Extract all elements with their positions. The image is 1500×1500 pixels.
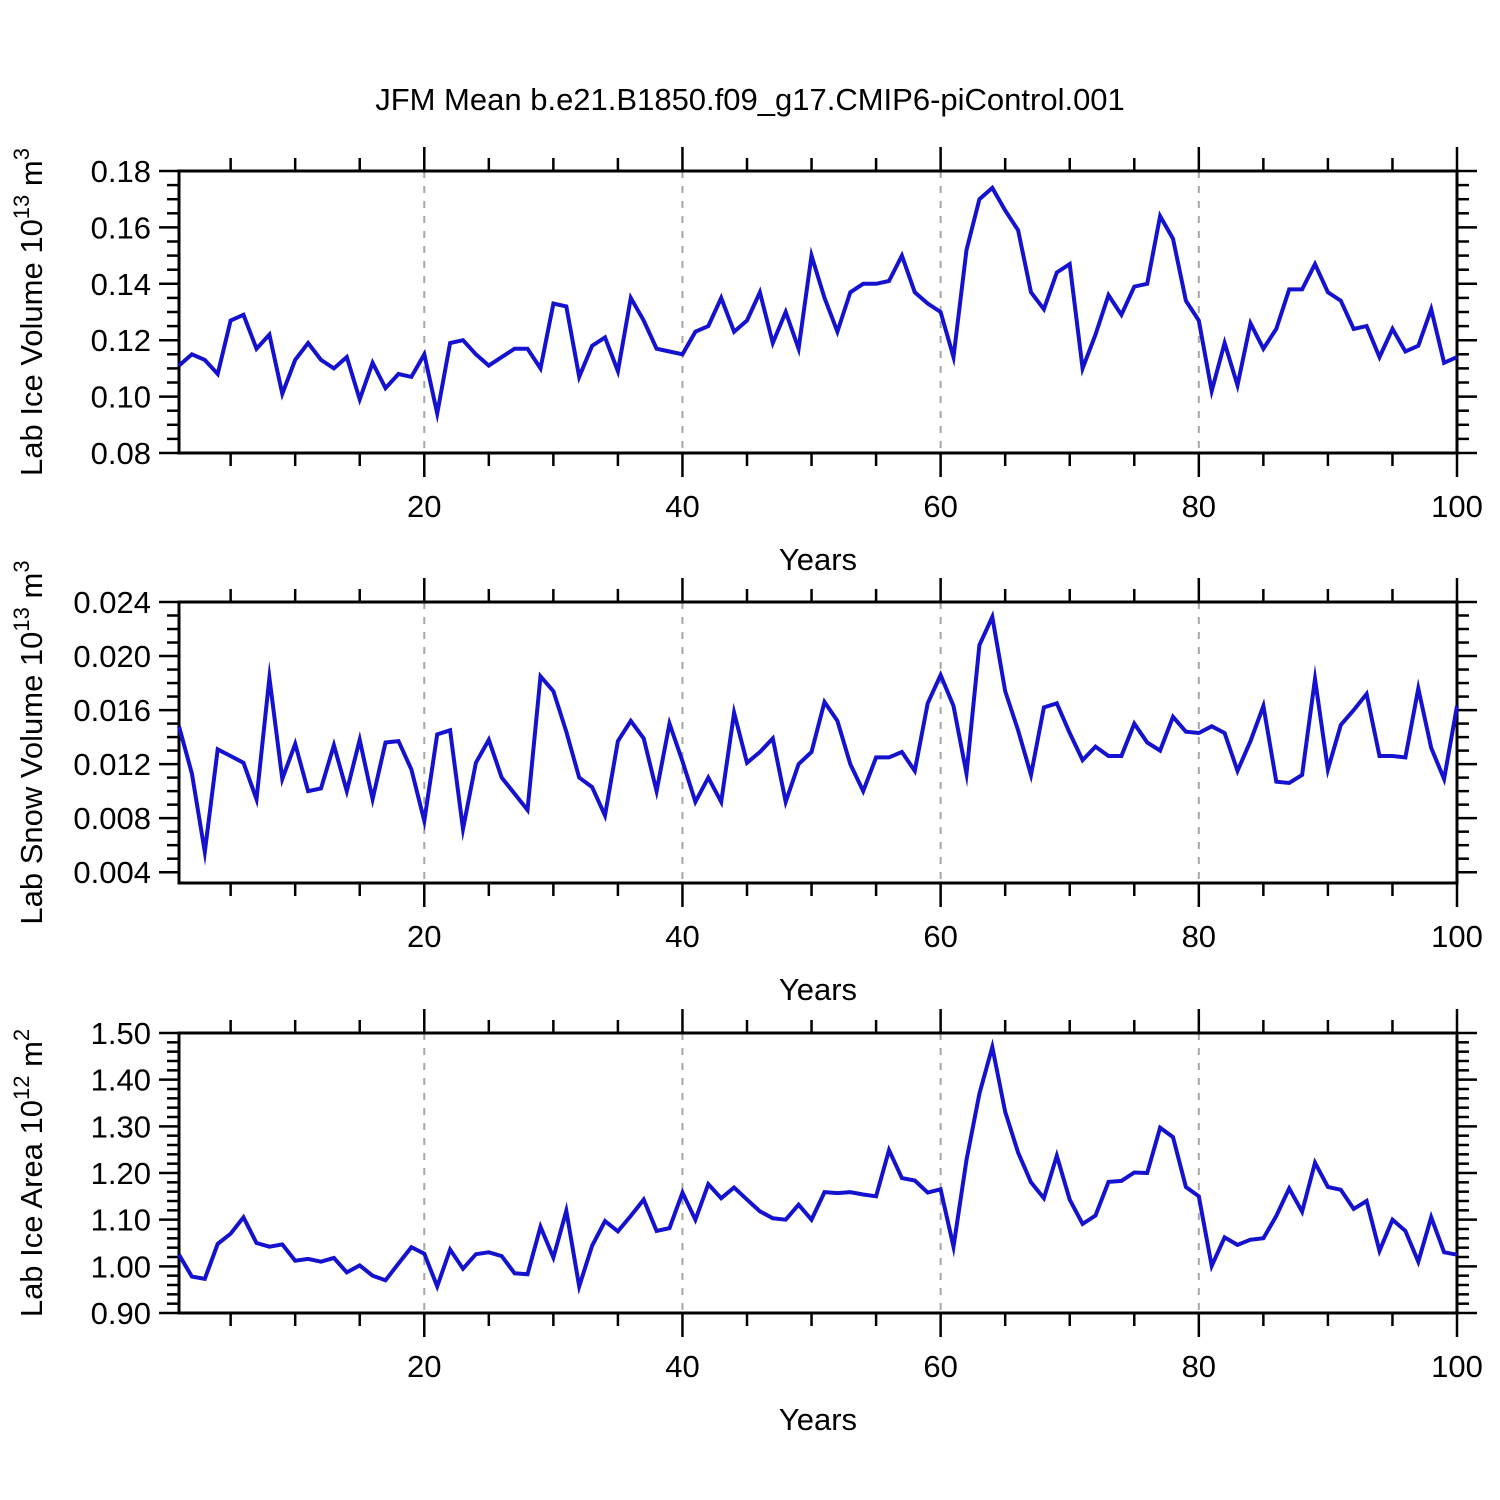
data-line-lab-snow-volume — [177, 610, 1459, 866]
y-tick-label: 1.00 — [91, 1249, 151, 1284]
panel-lab-snow-volume: 0.004 0.008 0.012 0.016 0.020 0.024 20 40 60 80 10… — [9, 560, 1483, 1007]
panel-lab-ice-volume: 0.08 0.10 0.12 0.14 0.16 0.18 20 40 60 80 100 Years… — [9, 147, 1483, 577]
y-tick-label: 1.40 — [91, 1063, 151, 1098]
x-tick-label: 60 — [923, 919, 957, 954]
y-tick-label: 0.008 — [73, 801, 151, 836]
y-tick-label: 0.14 — [91, 267, 151, 302]
x-tick-label: 20 — [407, 489, 441, 524]
y-tick-label: 1.30 — [91, 1109, 151, 1144]
y-tick-label: 0.020 — [73, 639, 151, 674]
y-tick-label: 0.12 — [91, 323, 151, 358]
x-tick-label: 100 — [1431, 489, 1483, 524]
y-tick-label: 0.08 — [91, 436, 151, 471]
y-tick-label: 1.10 — [91, 1203, 151, 1238]
x-tick-label: 40 — [665, 489, 699, 524]
y-tick-label: 0.012 — [73, 747, 151, 782]
x-axis-title: Years — [779, 1402, 857, 1437]
x-tick-label: 80 — [1182, 489, 1216, 524]
y-tick-label: 1.20 — [91, 1156, 151, 1191]
y-tick-label: 0.016 — [73, 693, 151, 728]
panel-lab-ice-area: 0.90 1.00 1.10 1.20 1.30 1.40 1.50 20 40 60 80 100 Y… — [9, 1009, 1483, 1437]
x-tick-label: 80 — [1182, 919, 1216, 954]
y-tick-label: 0.18 — [91, 154, 151, 189]
x-axis-title: Years — [779, 542, 857, 577]
x-tick-label: 20 — [407, 919, 441, 954]
y-tick-label: 0.024 — [73, 585, 151, 620]
y-tick-label: 0.90 — [91, 1296, 151, 1331]
x-tick-label: 100 — [1431, 1349, 1483, 1384]
x-tick-label: 40 — [665, 919, 699, 954]
chart-title: JFM Mean b.e21.B1850.f09_g17.CMIP6-piCon… — [375, 82, 1125, 117]
data-line-lab-ice-area — [177, 1038, 1458, 1295]
y-axis-title: Lab Snow Volume 1013 m3 — [9, 560, 49, 924]
y-tick-label: 0.16 — [91, 210, 151, 245]
x-tick-label: 60 — [923, 489, 957, 524]
x-tick-label: 20 — [407, 1349, 441, 1384]
y-axis-title: Lab Ice Area 1012 m2 — [9, 1029, 49, 1317]
y-tick-label: 1.50 — [91, 1016, 151, 1051]
y-tick-label: 0.10 — [91, 380, 151, 415]
plot-frame — [177, 600, 1459, 885]
y-axis-title: Lab Ice Volume 1013 m3 — [9, 148, 49, 476]
x-tick-label: 100 — [1431, 919, 1483, 954]
data-line-lab-ice-volume — [177, 184, 1458, 424]
plot-frame — [177, 169, 1459, 455]
x-tick-label: 80 — [1182, 1349, 1216, 1384]
plot-frame — [177, 1031, 1459, 1315]
x-tick-label: 40 — [665, 1349, 699, 1384]
x-tick-label: 60 — [923, 1349, 957, 1384]
y-tick-label: 0.004 — [73, 855, 151, 890]
x-axis-title: Years — [779, 972, 857, 1007]
